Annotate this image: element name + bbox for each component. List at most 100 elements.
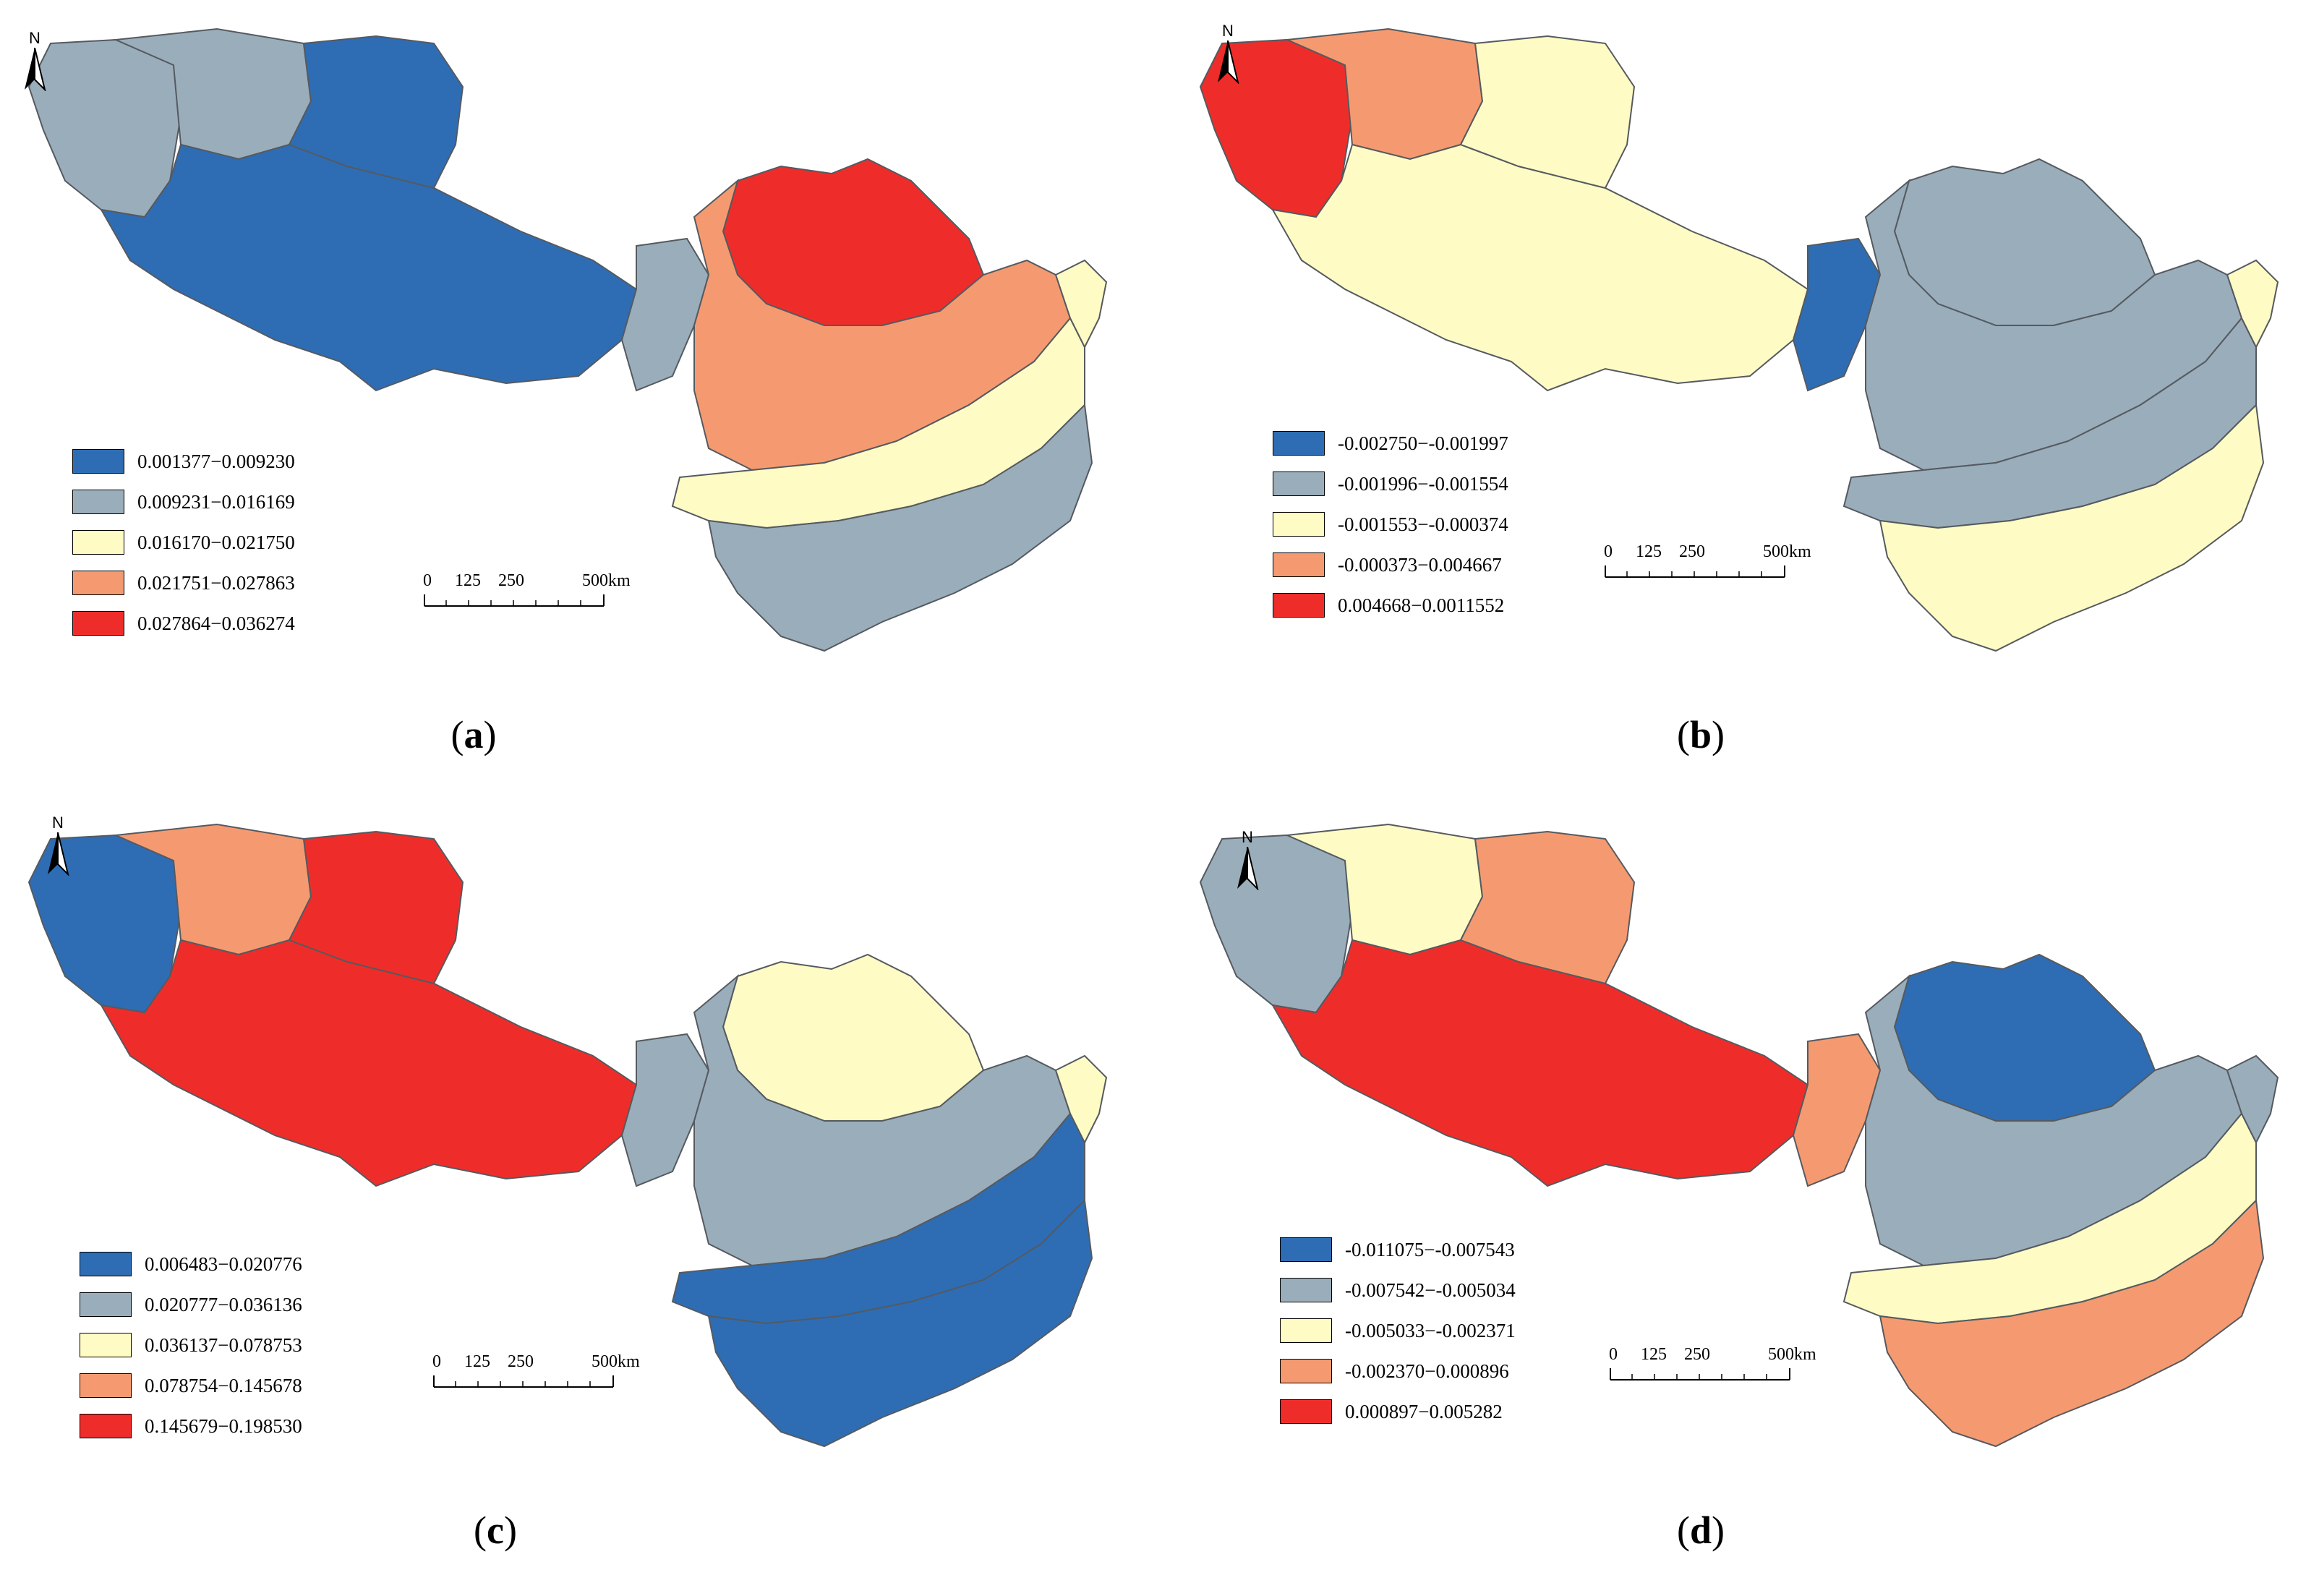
- legend-swatch: [80, 1373, 132, 1398]
- legend-item: 0.001377−0.009230: [72, 441, 295, 482]
- scale-bar-ruler: [433, 1375, 614, 1388]
- map-panel-d: N -0.011075−-0.007543 -0.007542−-0.005034…: [1171, 795, 2299, 1584]
- north-label: N: [52, 814, 64, 832]
- region-bridge: [620, 1033, 710, 1187]
- region-eastsouth: [707, 1198, 1093, 1448]
- region-bridge: [1792, 1033, 1882, 1187]
- legend-swatch: [1280, 1359, 1332, 1383]
- legend-item: 0.036137−0.078753: [80, 1325, 302, 1365]
- north-arrow: N: [1233, 828, 1262, 893]
- legend-label: -0.001996−-0.001554: [1338, 472, 1508, 495]
- legend-swatch: [1273, 471, 1325, 496]
- legend-label: -0.007542−-0.005034: [1345, 1279, 1516, 1301]
- north-arrow: N: [43, 814, 72, 879]
- choropleth-map: [1199, 27, 2279, 652]
- north-label: N: [1222, 22, 1234, 40]
- region-eastfar: [1054, 1054, 1108, 1145]
- legend-item: 0.078754−0.145678: [80, 1365, 302, 1406]
- north-label: N: [29, 29, 40, 47]
- region-westmain: [1271, 143, 1809, 392]
- legend-item: -0.001553−-0.000374: [1273, 504, 1508, 545]
- legend-swatch: [72, 530, 124, 555]
- legend-swatch: [72, 449, 124, 474]
- legend-label: -0.005033−-0.002371: [1345, 1319, 1516, 1341]
- scale-label-250: 250: [1679, 542, 1705, 561]
- scale-bar-ruler: [1610, 1368, 1790, 1381]
- region-westmain: [100, 939, 638, 1187]
- legend-item: 0.004668−0.0011552: [1273, 585, 1508, 626]
- region-eastfar: [1054, 259, 1108, 349]
- scale-label-125: 125: [464, 1352, 490, 1371]
- region-farwest: [27, 38, 182, 218]
- region-westmain: [1271, 939, 1809, 1187]
- scale-bar-ruler: [1605, 566, 1785, 578]
- legend-swatch: [72, 490, 124, 514]
- panel-caption-letter: d: [1689, 1508, 1712, 1552]
- scale-bar: 0 125 250 500km: [1604, 542, 1811, 586]
- legend-label: 0.078754−0.145678: [145, 1374, 302, 1396]
- legend-label: 0.145679−0.198530: [145, 1414, 302, 1437]
- scale-label-500: 500km: [582, 571, 631, 590]
- legend-label: 0.020777−0.036136: [145, 1293, 302, 1315]
- legend: 0.001377−0.009230 0.009231−0.016169 0.0161…: [72, 441, 295, 644]
- legend-swatch: [1280, 1318, 1332, 1343]
- legend-item: -0.001996−-0.001554: [1273, 464, 1508, 504]
- north-arrow: N: [1213, 22, 1242, 87]
- legend-item: 0.145679−0.198530: [80, 1406, 302, 1446]
- scale-label-500: 500km: [1768, 1345, 1816, 1364]
- legend-label: 0.004668−0.0011552: [1338, 594, 1505, 616]
- legend-label: 0.009231−0.016169: [137, 490, 295, 513]
- panel-caption-letter: a: [464, 713, 484, 756]
- legend-label: 0.006483−0.020776: [145, 1253, 302, 1275]
- legend-swatch: [80, 1414, 132, 1438]
- legend-label: -0.000373−0.004667: [1338, 553, 1502, 576]
- legend-label: 0.016170−0.021750: [137, 531, 295, 553]
- legend-swatch: [1273, 431, 1325, 456]
- legend-label: 0.021751−0.027863: [137, 571, 295, 594]
- legend-item: 0.021751−0.027863: [72, 563, 295, 603]
- legend-item: -0.002750−-0.001997: [1273, 423, 1508, 464]
- scale-bar: 0 125 250 500km: [1609, 1345, 1816, 1388]
- legend-label: -0.002750−-0.001997: [1338, 432, 1508, 454]
- legend-item: -0.011075−-0.007543: [1280, 1229, 1516, 1270]
- legend-swatch: [72, 571, 124, 595]
- map-panel-a: N 0.001377−0.009230 0.009231−0.016169 0.01…: [0, 0, 1128, 788]
- legend-item: -0.000373−0.004667: [1273, 545, 1508, 585]
- legend-item: -0.007542−-0.005034: [1280, 1270, 1516, 1310]
- scale-label-0: 0: [423, 571, 432, 590]
- region-tibetnorth: [1459, 830, 1636, 985]
- region-eastfar: [2226, 1054, 2279, 1145]
- legend-label: 0.036137−0.078753: [145, 1333, 302, 1356]
- legend-item: 0.006483−0.020776: [80, 1244, 302, 1284]
- panel-caption: (d): [1676, 1508, 1725, 1552]
- scale-label-0: 0: [432, 1352, 441, 1371]
- legend-label: -0.002370−0.000896: [1345, 1360, 1509, 1382]
- scale-label-125: 125: [1636, 542, 1662, 561]
- legend-swatch: [80, 1252, 132, 1276]
- scale-label-250: 250: [498, 571, 524, 590]
- legend-swatch: [80, 1292, 132, 1317]
- north-arrow-icon: [48, 832, 69, 877]
- region-tibetnorth: [288, 35, 464, 189]
- scale-label-500: 500km: [1763, 542, 1811, 561]
- region-bridge: [1792, 237, 1882, 392]
- legend-item: -0.005033−-0.002371: [1280, 1310, 1516, 1351]
- legend-swatch: [1280, 1237, 1332, 1262]
- scale-label-250: 250: [1684, 1345, 1710, 1364]
- legend-swatch: [1273, 552, 1325, 577]
- scale-label-125: 125: [1641, 1345, 1667, 1364]
- legend: 0.006483−0.020776 0.020777−0.036136 0.0361…: [80, 1244, 302, 1446]
- choropleth-map: [27, 27, 1108, 652]
- region-westmain: [100, 143, 638, 392]
- region-eastsouth: [707, 403, 1093, 652]
- legend-swatch: [1280, 1399, 1332, 1424]
- legend-label: -0.001553−-0.000374: [1338, 513, 1508, 535]
- north-arrow-icon: [25, 47, 46, 93]
- choropleth-map: [1199, 823, 2279, 1448]
- legend-item: 0.020777−0.036136: [80, 1284, 302, 1325]
- region-farwest: [1199, 834, 1354, 1014]
- map-panel-c: N 0.006483−0.020776 0.020777−0.036136 0.03…: [0, 795, 1128, 1584]
- legend-item: 0.009231−0.016169: [72, 482, 295, 522]
- region-tibetnorth: [288, 830, 464, 985]
- north-label: N: [1242, 828, 1253, 846]
